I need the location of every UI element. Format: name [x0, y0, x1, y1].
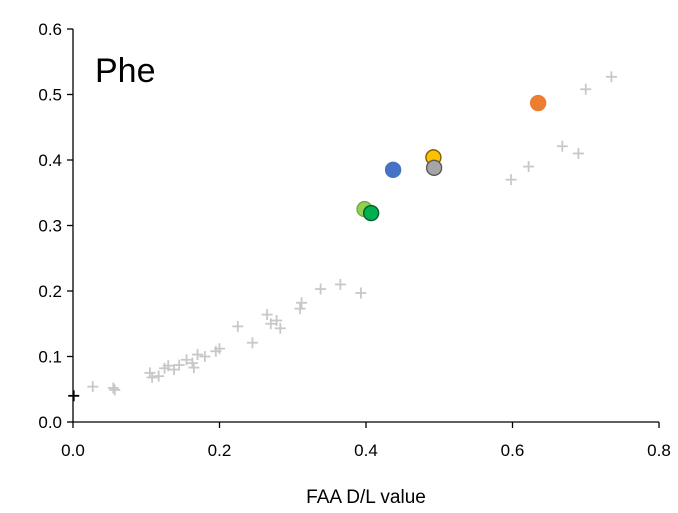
chart-ticks: 0.0 0.1 0.2 0.3 0.4 0.5 0.6 0.0 0.2 0.4 0.6 0.8 [38, 20, 670, 460]
y-tick-label: 0.1 [38, 348, 62, 367]
data-point-plus [315, 283, 327, 295]
y-tick-label: 0.2 [38, 282, 62, 301]
x-axis-title: FAA D/L value [306, 487, 426, 508]
data-point-plus [107, 382, 119, 394]
y-tick-label: 0.6 [38, 20, 62, 39]
data-point-plus [153, 370, 165, 382]
data-point-plus [214, 343, 225, 355]
data-point-plus [605, 71, 617, 83]
x-tick-label: 0.0 [61, 441, 85, 460]
data-point-plus [188, 362, 200, 374]
data-point-plus [109, 384, 121, 396]
data-point-plus [199, 351, 211, 362]
data-point-plus [186, 357, 198, 369]
data-point-plus [271, 314, 283, 326]
data-point-plus [144, 367, 156, 379]
data-point-plus [580, 83, 592, 95]
x-tick-label: 0.6 [501, 441, 525, 460]
data-point-plus [274, 322, 286, 334]
data-point-plus [523, 161, 535, 173]
data-point-circle [384, 161, 402, 179]
data-point-plus [181, 354, 193, 366]
data-point-plus [261, 309, 273, 321]
panel-label: Phe [95, 52, 156, 90]
x-tick-label: 0.8 [647, 441, 671, 460]
x-tick-label: 0.2 [208, 441, 232, 460]
data-point-plus [246, 337, 258, 349]
y-tick-label: 0.3 [38, 217, 62, 236]
data-point-plus [173, 359, 185, 371]
data-point-plus [294, 303, 306, 315]
data-point-plus [556, 140, 568, 152]
y-tick-label: 0.5 [38, 86, 62, 105]
chart-marks [68, 71, 617, 402]
data-point-plus [296, 297, 308, 309]
data-point-circle [362, 204, 380, 222]
data-point-plus [355, 287, 367, 299]
data-point-plus [192, 349, 204, 361]
data-point-plus [146, 371, 158, 383]
data-point-plus [265, 318, 277, 330]
data-point-plus [168, 364, 180, 376]
data-point-circle [529, 94, 547, 112]
y-tick-label: 0.4 [38, 151, 62, 170]
x-tick-label: 0.4 [354, 441, 378, 460]
data-point-plus [572, 147, 584, 159]
chart-axes [72, 29, 659, 423]
data-point-plus [162, 360, 174, 372]
data-point-plus [505, 174, 517, 186]
data-point-plus [334, 278, 346, 290]
data-point-plus [87, 381, 99, 393]
data-point-plus [68, 390, 80, 402]
data-point-circle [425, 159, 443, 177]
data-point-plus [232, 320, 244, 332]
y-tick-label: 0.0 [38, 413, 62, 432]
